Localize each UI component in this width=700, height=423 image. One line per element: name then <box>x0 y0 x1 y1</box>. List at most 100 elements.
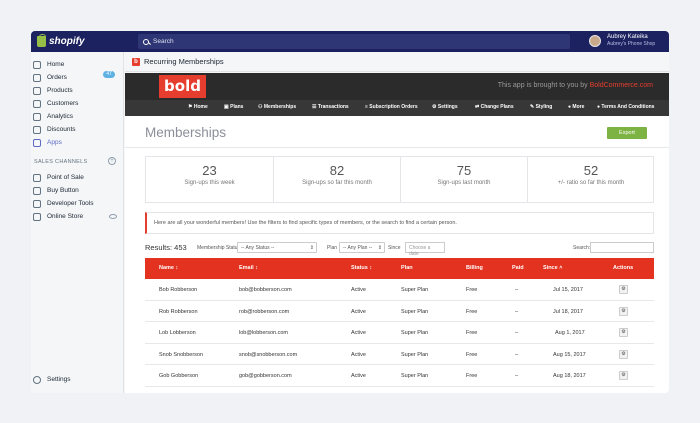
sidebar-item-settings[interactable]: Settings <box>33 374 71 385</box>
sidebar-item-orders[interactable]: Orders <box>33 72 67 83</box>
menu-change-plans[interactable]: ⇄ Change Plans <box>475 104 514 110</box>
cell-since: Aug 15, 2017 <box>553 351 586 358</box>
row-actions-gear-icon[interactable]: ⚙ <box>619 306 628 316</box>
stat-value: 82 <box>329 163 345 178</box>
tag-icon <box>33 86 41 95</box>
table-search-input[interactable] <box>590 242 654 253</box>
menu-transactions[interactable]: ☰ Transactions <box>312 104 349 110</box>
bold-app-icon: b <box>132 57 140 66</box>
members-table: Name ↕ Email ↕ Status ↕ Plan Billing Pai… <box>145 258 654 387</box>
sidebar-item-label: Settings <box>47 376 71 383</box>
plan-filter-label: Plan <box>327 245 338 251</box>
sidebar-item-analytics[interactable]: Analytics <box>33 111 73 122</box>
cell-since: Aug 18, 2017 <box>553 373 586 379</box>
sidebar-item-label: Analytics <box>47 113 74 120</box>
cell-plan: Super Plan <box>401 308 429 315</box>
sidebar-item-label: Buy Button <box>47 187 79 194</box>
cell-email: rob@robberson.com <box>239 308 290 315</box>
stat-value: 23 <box>202 163 217 178</box>
cell-since: Jul 15, 2017 <box>553 287 583 293</box>
shopify-bag-icon <box>37 34 46 47</box>
gear-icon <box>33 375 41 384</box>
stats-box: 23 Sign-ups this week 82 Sign-ups so far… <box>145 156 654 203</box>
since-filter-label: Since <box>388 245 401 251</box>
status-filter-select[interactable]: -- Any Status -- ⇕ <box>237 242 317 253</box>
sidebar-item-point-of-sale[interactable]: Point of Sale <box>33 172 84 183</box>
shopify-logo[interactable]: shopify <box>37 34 85 49</box>
col-billing: Billing <box>466 265 483 271</box>
col-name[interactable]: Name ↕ <box>159 265 179 271</box>
table-row: Lob Lobberson lob@lobberson.com Active S… <box>145 322 654 344</box>
pin-icon <box>33 173 41 182</box>
user-menu[interactable]: Aubrey Kateika Aubrey's Phone Shop <box>589 34 655 47</box>
menu-home[interactable]: ⚑ Home <box>188 104 208 110</box>
eye-icon[interactable] <box>109 214 117 219</box>
stat-signups-week: 23 Sign-ups this week <box>146 157 273 202</box>
buy-button-icon <box>33 186 41 195</box>
sidebar-item-online-store[interactable]: Online Store <box>33 211 83 222</box>
menu-plans[interactable]: ▣ Plans <box>224 104 244 110</box>
cell-name: Gob Gobberson <box>159 373 199 379</box>
row-actions-gear-icon[interactable]: ⚙ <box>619 349 628 359</box>
boldcommerce-link[interactable]: BoldCommerce.com <box>589 82 653 89</box>
home-icon <box>33 60 41 69</box>
stat-label: Sign-ups last month <box>437 180 491 186</box>
export-button[interactable]: Export <box>607 127 647 139</box>
menu-more[interactable]: ● More <box>568 104 585 110</box>
table-row: Snob Snobberson snob@snobberson.com Acti… <box>145 343 654 365</box>
cell-billing: Free <box>466 373 478 379</box>
cell-status: Active <box>351 308 366 315</box>
sidebar-item-apps[interactable]: Apps <box>33 137 62 148</box>
stat-signups-month: 82 Sign-ups so far this month <box>273 157 400 202</box>
cell-email: bob@bobberson.com <box>239 287 292 293</box>
cell-name: Bob Robberson <box>159 287 198 293</box>
since-date-input[interactable]: Choose a date <box>405 242 445 257</box>
row-actions-gear-icon[interactable]: ⚙ <box>619 371 628 380</box>
table-header: Name ↕ Email ↕ Status ↕ Plan Billing Pai… <box>145 258 654 279</box>
menu-terms[interactable]: ● Terms And Conditions <box>597 104 655 110</box>
plan-filter-value: -- Any Plan -- <box>343 245 373 251</box>
menu-subscription-orders[interactable]: ≡ Subscription Orders <box>365 104 418 110</box>
sidebar-item-products[interactable]: Products <box>33 85 73 96</box>
menu-styling[interactable]: ✎ Styling <box>530 104 553 110</box>
sidebar-item-buy-button[interactable]: Buy Button <box>33 185 79 196</box>
stat-label: +/- ratio so far this month <box>557 180 625 186</box>
page-title: Memberships <box>145 125 227 140</box>
sidebar-item-home[interactable]: Home <box>33 59 64 70</box>
col-status[interactable]: Status ↕ <box>351 265 373 271</box>
bold-logo[interactable]: bold <box>159 75 206 98</box>
search-label: Search: <box>573 245 591 251</box>
sidebar-item-label: Home <box>47 61 65 68</box>
cell-name: Snob Snobberson <box>159 351 204 358</box>
menu-settings[interactable]: ⚙ Settings <box>432 104 458 110</box>
cell-plan: Super Plan <box>401 287 429 293</box>
cell-name: Rob Robberson <box>159 308 198 315</box>
cell-plan: Super Plan <box>401 330 429 336</box>
stat-value: 75 <box>456 163 472 178</box>
sidebar-item-developer-tools[interactable]: Developer Tools <box>33 198 94 209</box>
brand-name: shopify <box>49 36 85 47</box>
shop-name: Aubrey's Phone Shop <box>607 41 656 47</box>
cell-paid: – <box>515 330 519 336</box>
brought-by-text: This app is brought to you by BoldCommer… <box>498 82 653 89</box>
memberships-panel: Memberships Export 23 Sign-ups this week… <box>125 116 669 393</box>
col-email[interactable]: Email ↕ <box>239 265 258 271</box>
cell-since: Aug 1, 2017 <box>555 330 585 336</box>
menu-memberships[interactable]: ⚇ Memberships <box>258 104 297 110</box>
sidebar-item-label: Online Store <box>47 213 84 220</box>
plan-filter-select[interactable]: -- Any Plan -- ⇕ <box>339 242 385 253</box>
sales-channels-heading: SALES CHANNELS <box>34 159 88 165</box>
cell-paid: – <box>515 287 519 293</box>
app-menu-bar: ⚑ Home ▣ Plans ⚇ Memberships ☰ Transacti… <box>125 100 669 116</box>
sidebar-item-customers[interactable]: Customers <box>33 98 78 109</box>
table-row: Rob Robberson rob@robberson.com Active S… <box>145 300 654 322</box>
row-actions-gear-icon[interactable]: ⚙ <box>619 328 628 337</box>
search-input[interactable]: Search <box>138 34 570 49</box>
sidebar-item-discounts[interactable]: Discounts <box>33 124 76 135</box>
add-channel-button[interactable]: + <box>108 157 116 165</box>
row-actions-gear-icon[interactable]: ⚙ <box>619 285 628 294</box>
search-placeholder: Search <box>153 38 174 45</box>
cell-since: Jul 18, 2017 <box>553 308 583 315</box>
col-since[interactable]: Since ˄ <box>543 265 563 271</box>
avatar <box>589 34 601 47</box>
